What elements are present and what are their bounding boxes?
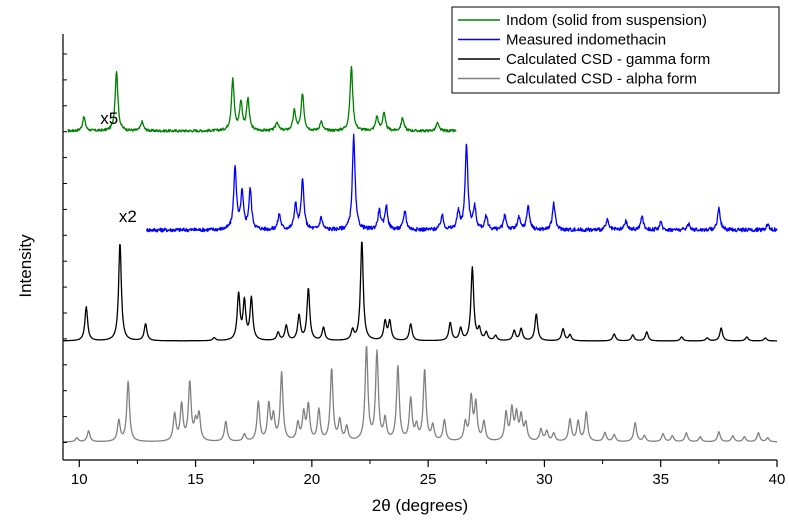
x-tick-label: 10 (71, 471, 88, 488)
x-tick-label: 40 (769, 471, 786, 488)
x-tick-label: 35 (652, 471, 669, 488)
x-tick-label: 20 (304, 471, 321, 488)
x-tick-label: 30 (536, 471, 553, 488)
legend-label: Indom (solid from suspension) (506, 12, 707, 29)
x-tick-label: 15 (187, 471, 204, 488)
annotation-x5: x5 (100, 109, 118, 128)
y-axis-minor-ticks (63, 53, 67, 443)
series-line-4 (62, 346, 778, 443)
series-line-2 (146, 133, 778, 233)
x-axis-title: 2θ (degrees) (372, 496, 468, 515)
legend: Indom (solid from suspension) Measured in… (451, 6, 780, 94)
annotation-x2: x2 (119, 207, 137, 226)
scale-annotations: x5 x2 (100, 109, 137, 226)
series-line-3 (62, 241, 778, 342)
x-axis-ticks: 10 15 20 25 30 35 40 (71, 460, 785, 488)
legend-box (451, 6, 780, 94)
y-axis-title: Intensity (16, 234, 35, 298)
legend-items: Indom (solid from suspension) Measured in… (458, 12, 710, 88)
series-line-1 (67, 65, 457, 133)
series-traces (62, 65, 778, 443)
legend-label: Measured indomethacin (506, 32, 666, 49)
legend-label: Calculated CSD - alpha form (506, 71, 697, 88)
x-tick-label: 25 (420, 471, 437, 488)
legend-label: Calculated CSD - gamma form (506, 51, 710, 68)
